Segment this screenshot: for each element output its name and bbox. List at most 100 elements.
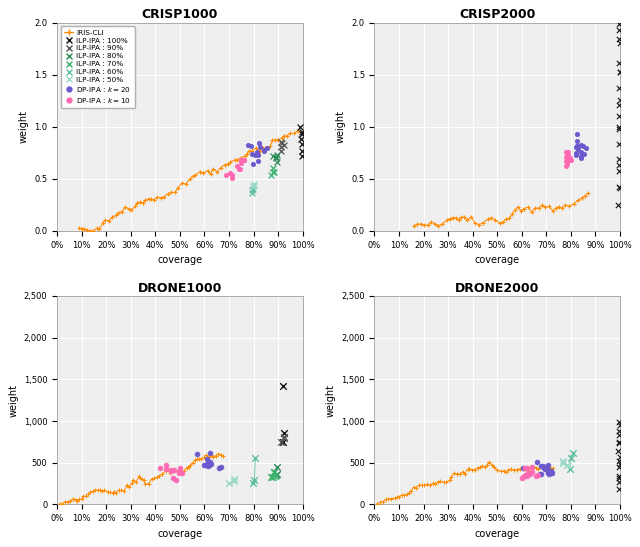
Point (613, 485, 623, 494)
Point (262, 143, 272, 152)
Point (615, 67, 625, 76)
Title: DRONE1000: DRONE1000 (138, 282, 222, 295)
Point (563, 148, 573, 156)
Legend: IRIS-CLI, ILP-IPA : 100%, ILP-IPA : 90%, ILP-IPA : 80%, ILP-IPA : 70%, ILP-IPA :: IRIS-CLI, ILP-IPA : 100%, ILP-IPA : 90%,… (61, 26, 134, 108)
Point (237, 156, 247, 165)
Point (614, 452, 625, 461)
Point (203, 462, 213, 470)
Point (520, 464, 530, 473)
Point (201, 461, 211, 470)
Point (247, 186, 257, 195)
Point (614, 471, 625, 480)
X-axis label: coverage: coverage (157, 255, 202, 265)
Point (239, 156, 250, 165)
Point (268, 164, 278, 172)
Point (229, 477, 239, 486)
Point (547, 468, 557, 477)
Point (581, 143, 591, 152)
Point (613, 35, 623, 44)
Point (543, 460, 553, 469)
Point (296, 127, 307, 136)
Point (205, 449, 215, 458)
Point (272, 150, 282, 159)
Point (614, 84, 624, 92)
Polygon shape (57, 296, 303, 504)
Point (276, 138, 287, 147)
Point (614, 463, 624, 472)
Point (566, 454, 577, 463)
Point (296, 146, 307, 155)
Point (272, 463, 282, 472)
Point (161, 461, 171, 470)
Point (612, 447, 623, 456)
Point (269, 468, 279, 476)
Point (614, 421, 625, 429)
Point (614, 431, 624, 440)
Point (161, 464, 171, 473)
Point (523, 468, 533, 477)
Point (243, 141, 253, 149)
Point (614, 26, 624, 34)
Point (276, 147, 286, 155)
Point (279, 141, 289, 150)
Point (253, 157, 264, 166)
Point (536, 469, 547, 478)
Point (228, 474, 239, 483)
Point (249, 182, 259, 190)
Point (522, 472, 532, 480)
Point (221, 171, 232, 179)
Title: CRISP1000: CRISP1000 (141, 8, 218, 21)
Polygon shape (57, 22, 303, 231)
Point (168, 466, 179, 475)
Point (255, 143, 265, 152)
Point (518, 473, 528, 482)
Point (613, 201, 623, 210)
Y-axis label: weight: weight (8, 383, 19, 417)
Point (543, 467, 554, 475)
Point (266, 171, 276, 179)
Point (247, 149, 257, 158)
Point (614, 457, 624, 465)
Point (175, 464, 185, 473)
Point (535, 470, 545, 479)
Point (204, 459, 214, 468)
Point (614, 438, 624, 446)
Point (518, 464, 529, 473)
Point (248, 179, 259, 188)
Point (561, 161, 571, 170)
Point (172, 476, 182, 485)
Point (199, 461, 209, 470)
Point (252, 148, 262, 156)
Point (561, 148, 572, 156)
Point (572, 136, 582, 145)
Point (575, 148, 586, 156)
Point (279, 429, 289, 438)
Point (205, 458, 215, 467)
Point (531, 472, 541, 480)
Point (202, 455, 212, 464)
Point (235, 164, 245, 173)
Point (615, 39, 625, 48)
Point (561, 160, 572, 168)
Point (557, 458, 568, 467)
Point (527, 468, 538, 477)
Point (278, 438, 288, 447)
Point (223, 479, 234, 487)
Point (541, 463, 552, 472)
Point (562, 460, 572, 469)
Point (543, 469, 554, 478)
Point (248, 478, 258, 487)
Point (166, 467, 176, 476)
Point (214, 463, 224, 472)
Point (614, 166, 624, 175)
Point (266, 473, 276, 481)
Point (173, 468, 184, 477)
Point (168, 474, 178, 482)
Point (614, 123, 624, 131)
Point (236, 158, 246, 167)
Point (250, 454, 260, 463)
Point (614, 125, 625, 133)
Point (563, 151, 573, 160)
Point (563, 155, 573, 164)
Point (166, 466, 176, 475)
